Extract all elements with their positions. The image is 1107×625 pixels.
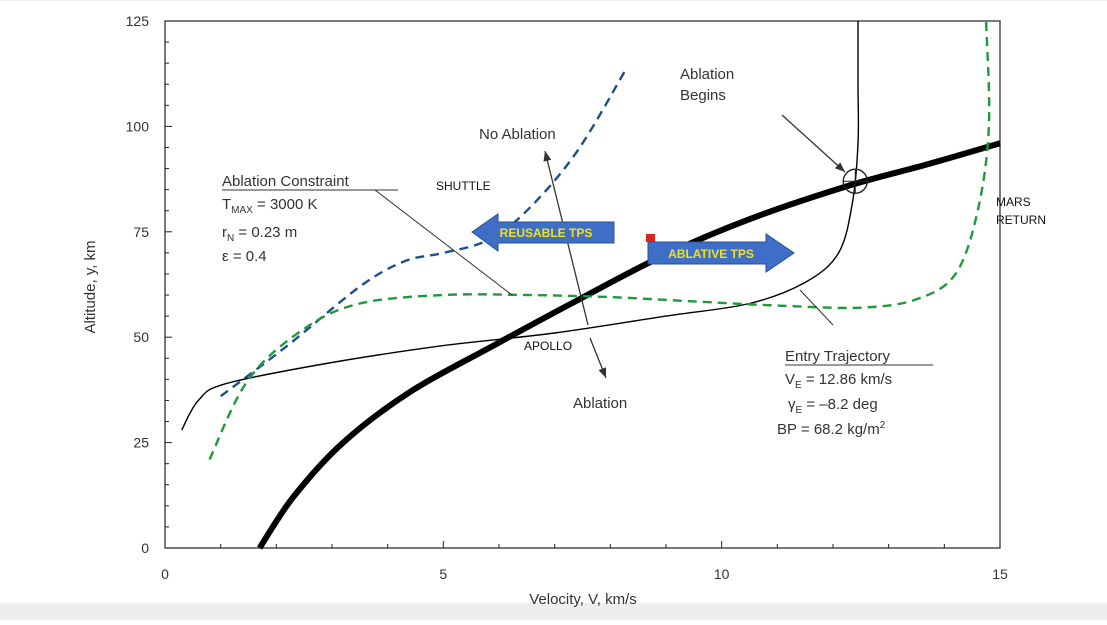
flight-path-angle-value: γE = –8.2 deg bbox=[788, 396, 878, 416]
x-tick-label: 5 bbox=[439, 566, 447, 582]
plot-area bbox=[164, 20, 1001, 549]
ablation-begins-arrow bbox=[781, 114, 846, 173]
apollo-label: APOLLO bbox=[524, 339, 572, 353]
ablation-constraint-heading: Ablation Constraint bbox=[222, 173, 350, 190]
x-tick-label: 10 bbox=[714, 566, 730, 582]
ablative-tps-label: ABLATIVE TPS bbox=[668, 247, 754, 261]
y-tick-label: 100 bbox=[126, 118, 150, 134]
mars-return-label-line2: RETURN bbox=[996, 213, 1046, 227]
no-ablation-label: No Ablation bbox=[479, 126, 556, 143]
entry-trajectory-heading: Entry Trajectory bbox=[785, 348, 891, 365]
y-tick-label: 50 bbox=[133, 329, 149, 345]
shuttle-curve bbox=[219, 66, 629, 398]
bottom-strip bbox=[0, 603, 1107, 620]
tmax-value: TMAX = 3000 K bbox=[222, 196, 317, 216]
plot-frame bbox=[164, 20, 1001, 549]
emissivity-value: ε = 0.4 bbox=[222, 248, 267, 265]
mars-return-curve bbox=[208, 20, 991, 461]
y-tick-label: 75 bbox=[133, 224, 149, 240]
axis-ticks: 0 5 10 15 0 25 50 75 100 125 bbox=[126, 13, 1008, 582]
x-tick-label: 0 bbox=[161, 566, 169, 582]
ablation-arrow-head bbox=[598, 367, 606, 378]
y-tick-label: 0 bbox=[141, 540, 149, 556]
y-tick-label: 25 bbox=[133, 435, 149, 451]
ablative-tps-marker bbox=[646, 234, 655, 242]
ablation-begins-label-line1: Ablation bbox=[680, 66, 734, 83]
ablative-tps-arrow: ABLATIVE TPS bbox=[647, 233, 795, 273]
entry-velocity-value: VE = 12.86 km/s bbox=[785, 371, 892, 391]
series-layer bbox=[181, 20, 1001, 550]
mars-return-label-line1: MARS bbox=[996, 195, 1031, 209]
reusable-tps-arrow-shape bbox=[471, 213, 615, 252]
y-axis-title: Altitude, y, km bbox=[82, 240, 99, 333]
shuttle-label: SHUTTLE bbox=[436, 179, 491, 193]
no-ablation-arrow-head bbox=[543, 151, 552, 162]
y-tick-label: 125 bbox=[126, 13, 150, 29]
ablation-arrow bbox=[589, 337, 607, 379]
nose-radius-value: rN = 0.23 m bbox=[222, 224, 297, 244]
ablation-constraint-curve bbox=[257, 140, 1001, 550]
ablation-constraint-leader bbox=[374, 189, 513, 296]
x-tick-label: 15 bbox=[992, 566, 1008, 582]
ablation-label: Ablation bbox=[573, 395, 627, 412]
entry-trajectory-leader bbox=[799, 289, 834, 326]
x-axis-title: Velocity, V, km/s bbox=[529, 591, 637, 608]
ablation-begins-arrow-head bbox=[834, 162, 845, 172]
ablation-begins-label-line2: Begins bbox=[680, 87, 726, 104]
ballistic-parameter-value: BP = 68.2 kg/m2 bbox=[777, 420, 886, 438]
reusable-tps-arrow: REUSABLE TPS bbox=[471, 213, 615, 252]
annotation-layer: Ablation Constraint TMAX = 3000 K rN = 0.2… bbox=[222, 66, 1046, 438]
ablative-tps-arrow-shape bbox=[647, 233, 795, 273]
reusable-tps-label: REUSABLE TPS bbox=[500, 226, 593, 240]
top-strip bbox=[0, 0, 1107, 1]
ablation-begins-arrow-shaft bbox=[781, 114, 846, 173]
